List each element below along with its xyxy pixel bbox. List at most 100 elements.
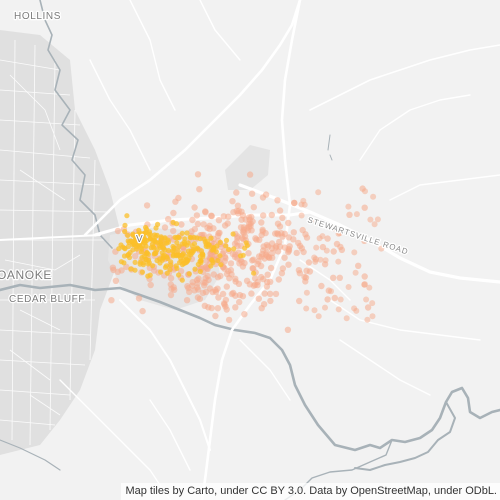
incident-point <box>208 212 215 219</box>
incident-point <box>197 236 203 242</box>
incident-point <box>274 197 281 204</box>
incident-point <box>324 296 331 303</box>
incident-point <box>345 203 352 210</box>
incident-point <box>196 186 203 193</box>
incident-point <box>369 313 376 320</box>
incident-point <box>272 290 280 298</box>
incident-point <box>188 228 195 235</box>
incident-point <box>225 267 232 275</box>
incident-point <box>329 225 336 232</box>
incident-point <box>128 266 134 272</box>
incident-point <box>214 232 222 239</box>
incident-point <box>308 217 315 224</box>
incident-point <box>217 253 223 259</box>
incident-point <box>144 226 150 232</box>
incident-point <box>361 204 368 211</box>
incident-point <box>195 261 201 267</box>
incident-point <box>121 253 128 259</box>
incident-points-layer <box>108 171 385 333</box>
incident-point <box>170 219 176 225</box>
incident-point <box>214 274 222 281</box>
incident-point <box>181 239 187 245</box>
incident-point <box>118 242 124 248</box>
incident-point <box>165 215 172 223</box>
incident-point <box>189 216 196 224</box>
incident-point <box>248 190 256 197</box>
incident-point <box>215 257 221 264</box>
incident-point <box>175 248 181 254</box>
incident-point <box>147 231 153 237</box>
incident-point <box>242 245 248 251</box>
map-attribution: Map tiles by Carto, under CC BY 3.0. Dat… <box>121 483 500 500</box>
incident-point <box>303 305 310 312</box>
incident-point <box>232 275 239 282</box>
incident-point <box>194 171 202 178</box>
incident-point <box>269 254 276 261</box>
incident-point <box>239 263 247 270</box>
incident-point <box>369 300 376 307</box>
incident-point <box>353 211 360 218</box>
incident-point <box>154 247 160 253</box>
incident-point <box>338 246 346 254</box>
incident-point <box>337 296 344 303</box>
incident-point <box>178 252 185 258</box>
incident-point <box>285 261 292 268</box>
incident-point <box>264 271 271 278</box>
incident-point <box>223 243 229 249</box>
incident-point <box>319 233 326 240</box>
incident-point <box>281 254 288 261</box>
incident-point <box>200 231 207 239</box>
incident-point <box>159 257 165 263</box>
incident-point <box>167 291 175 299</box>
incident-point <box>240 252 246 258</box>
incident-point <box>147 272 153 278</box>
incident-point <box>258 305 265 312</box>
incident-point <box>240 226 248 234</box>
incident-point <box>202 239 208 245</box>
incident-point <box>285 219 292 227</box>
incident-point <box>172 198 179 205</box>
incident-point <box>285 248 292 256</box>
incident-point <box>162 264 169 270</box>
incident-point <box>124 213 130 219</box>
incident-point <box>212 286 219 294</box>
incident-point <box>201 302 208 309</box>
incident-point <box>179 262 186 268</box>
south-road <box>119 299 211 451</box>
incident-point <box>210 246 217 252</box>
incident-point <box>263 249 270 256</box>
incident-point <box>328 288 334 295</box>
incident-point <box>217 239 223 245</box>
incident-point <box>261 290 268 297</box>
incident-point <box>312 258 319 265</box>
incident-point <box>158 269 164 275</box>
incident-point <box>164 270 170 276</box>
incident-point <box>364 316 371 323</box>
incident-point <box>250 256 257 263</box>
incident-point <box>122 228 128 235</box>
incident-point <box>249 265 256 272</box>
incident-point <box>179 230 185 236</box>
incident-point <box>225 316 233 324</box>
incident-point <box>274 220 282 227</box>
incident-point <box>364 304 372 311</box>
incident-point <box>194 220 202 228</box>
incident-point <box>299 226 306 234</box>
incident-point <box>243 240 249 246</box>
incident-point <box>188 235 194 241</box>
incident-point <box>164 255 170 261</box>
incident-point <box>311 307 318 314</box>
incident-point <box>296 297 303 305</box>
incident-point <box>132 259 138 265</box>
incident-point <box>355 262 362 269</box>
incident-point <box>202 279 209 286</box>
incident-point <box>221 257 228 265</box>
incident-point <box>186 288 193 296</box>
incident-point <box>335 306 342 313</box>
incident-point <box>351 249 358 256</box>
incident-point <box>114 227 122 235</box>
incident-point <box>315 313 322 320</box>
incident-point <box>208 304 215 312</box>
incident-point <box>170 243 176 250</box>
